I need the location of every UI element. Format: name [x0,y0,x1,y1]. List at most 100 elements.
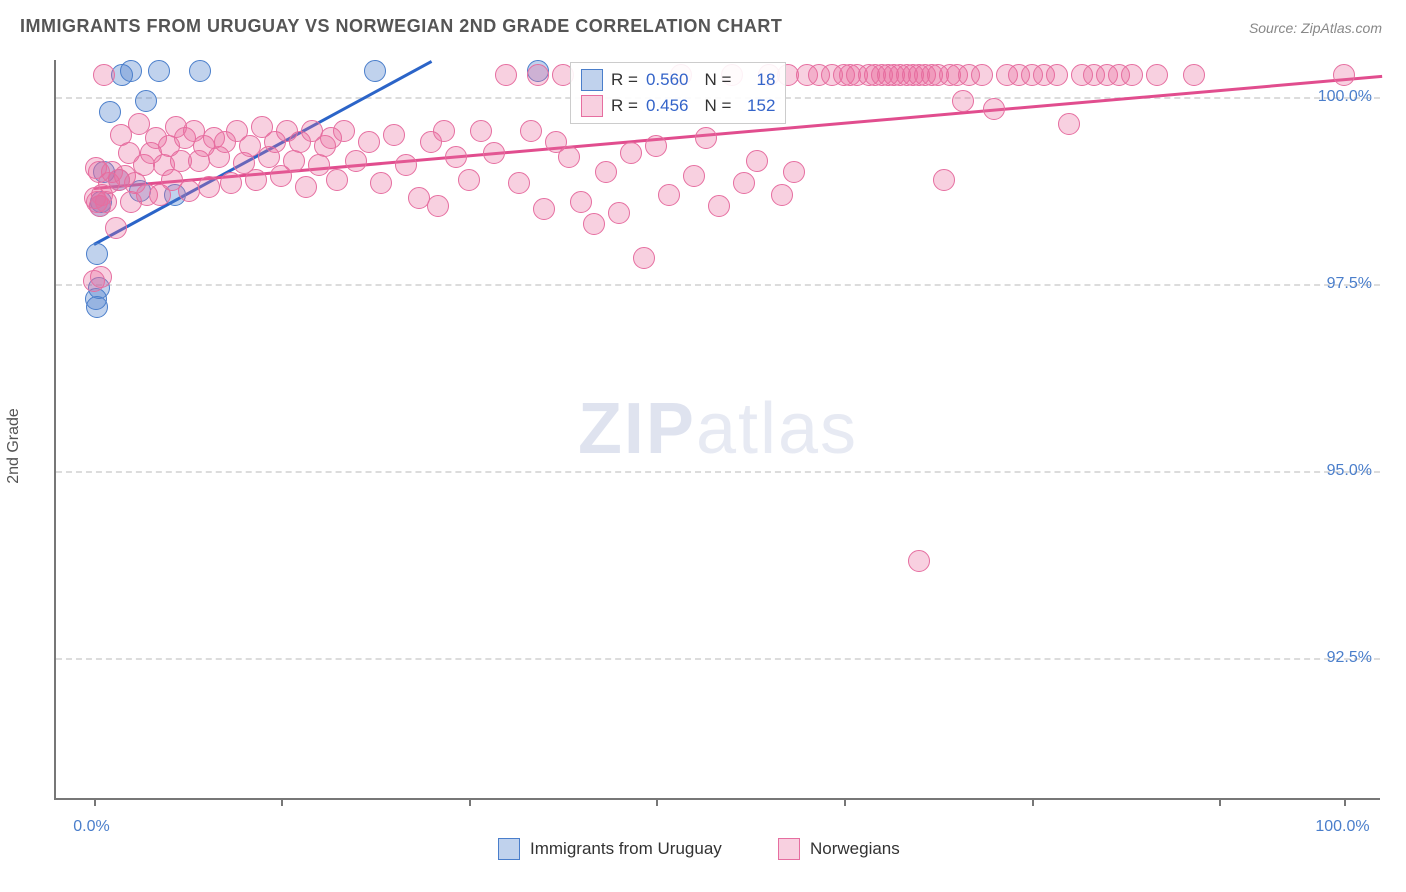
legend-label: Norwegians [810,839,900,859]
scatter-marker [508,172,530,194]
scatter-marker [527,64,549,86]
scatter-marker [583,213,605,235]
stats-row: R =0.560N =18 [581,67,775,93]
legend-swatch [498,838,520,860]
scatter-marker [971,64,993,86]
stats-n-value: 18 [739,70,775,90]
scatter-marker [178,180,200,202]
scatter-marker [99,101,121,123]
gridline-h [56,284,1380,286]
scatter-marker [395,154,417,176]
scatter-marker [570,191,592,213]
legend-swatch [778,838,800,860]
scatter-marker [1146,64,1168,86]
scatter-marker [495,64,517,86]
scatter-marker [433,120,455,142]
scatter-marker [358,131,380,153]
scatter-marker [595,161,617,183]
scatter-marker [220,172,242,194]
watermark-rest: atlas [696,389,858,469]
stats-r-value: 0.560 [646,70,689,90]
x-tick-mark [469,798,471,806]
watermark: ZIPatlas [578,388,858,470]
y-tick-label: 92.5% [1327,649,1372,667]
scatter-marker [558,146,580,168]
watermark-bold: ZIP [578,389,696,469]
legend-item: Norwegians [778,838,900,860]
stats-r-value: 0.456 [646,96,689,116]
y-tick-label: 100.0% [1318,88,1372,106]
scatter-marker [189,60,211,82]
scatter-marker [695,127,717,149]
source-label: Source: ZipAtlas.com [1249,20,1382,36]
scatter-marker [983,98,1005,120]
scatter-marker [533,198,555,220]
scatter-marker [620,142,642,164]
x-tick-mark [281,798,283,806]
x-tick-mark [844,798,846,806]
scatter-marker [148,60,170,82]
scatter-marker [1046,64,1068,86]
scatter-marker [308,154,330,176]
x-tick-mark [94,798,96,806]
x-tick-mark [1032,798,1034,806]
scatter-marker [520,120,542,142]
scatter-marker [370,172,392,194]
y-tick-label: 95.0% [1327,462,1372,480]
scatter-marker [283,150,305,172]
scatter-marker [345,150,367,172]
scatter-marker [746,150,768,172]
scatter-marker [95,191,117,213]
legend-swatch [581,69,603,91]
scatter-marker [658,184,680,206]
gridline-h [56,658,1380,660]
scatter-marker [908,550,930,572]
scatter-marker [90,266,112,288]
scatter-marker [633,247,655,269]
x-tick-mark [656,798,658,806]
scatter-marker [105,217,127,239]
scatter-marker [445,146,467,168]
scatter-marker [427,195,449,217]
legend-swatch [581,95,603,117]
scatter-marker [645,135,667,157]
scatter-marker [333,120,355,142]
scatter-marker [295,176,317,198]
x-tick-mark [1344,798,1346,806]
scatter-marker [326,169,348,191]
scatter-marker [733,172,755,194]
legend-item: Immigrants from Uruguay [498,838,722,860]
x-tick-label: 0.0% [73,818,109,836]
stats-n-label: N = [704,96,731,116]
chart-title: IMMIGRANTS FROM URUGUAY VS NORWEGIAN 2ND… [20,16,782,37]
gridline-h [56,471,1380,473]
x-tick-label: 100.0% [1315,818,1369,836]
scatter-marker [383,124,405,146]
legend-label: Immigrants from Uruguay [530,839,722,859]
scatter-marker [1183,64,1205,86]
source-name: ZipAtlas.com [1301,20,1382,36]
scatter-marker [483,142,505,164]
scatter-marker [198,176,220,198]
scatter-marker [708,195,730,217]
stats-r-label: R = [611,70,638,90]
scatter-marker [1333,64,1355,86]
scatter-marker [364,60,386,82]
scatter-marker [1058,113,1080,135]
scatter-marker [458,169,480,191]
scatter-marker [120,60,142,82]
scatter-marker [683,165,705,187]
scatter-marker [470,120,492,142]
scatter-marker [1121,64,1143,86]
plot-area: ZIPatlas [54,60,1380,800]
scatter-marker [933,169,955,191]
source-prefix: Source: [1249,20,1297,36]
stats-r-label: R = [611,96,638,116]
stats-n-value: 152 [739,96,775,116]
scatter-marker [771,184,793,206]
scatter-marker [952,90,974,112]
stats-box: R =0.560N =18R =0.456N =152 [570,62,786,124]
scatter-marker [86,243,108,265]
scatter-marker [245,169,267,191]
scatter-marker [93,64,115,86]
